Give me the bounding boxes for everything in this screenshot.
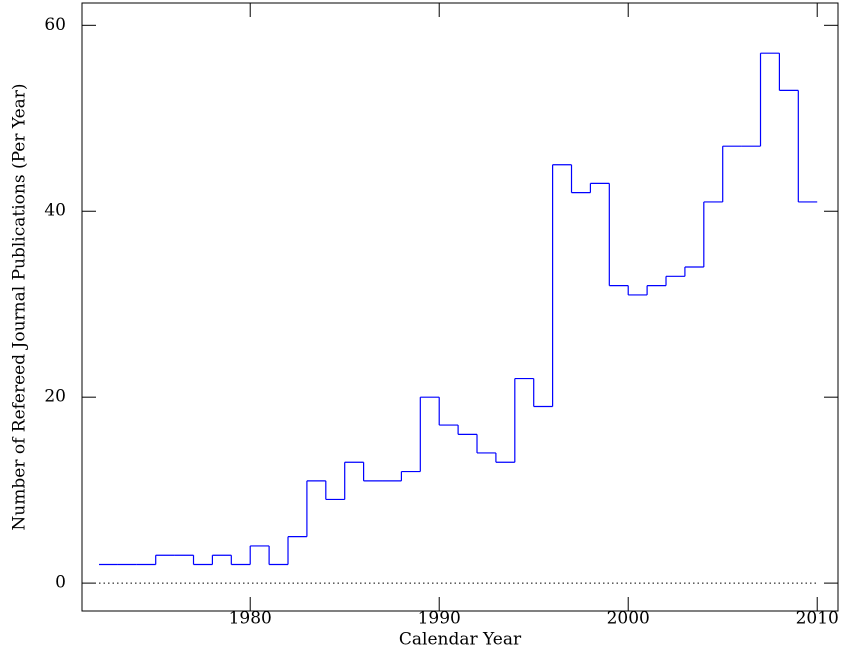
x-tick-label: 2010 [796, 609, 839, 629]
y-tick-label: 40 [44, 201, 66, 221]
y-tick-label: 0 [55, 573, 66, 593]
y-tick-label: 20 [44, 387, 66, 407]
x-tick-label: 1990 [418, 609, 461, 629]
y-axis-label: Number of Refereed Journal Publications … [10, 83, 30, 530]
y-tick-label: 60 [44, 15, 66, 35]
x-tick-label: 1980 [229, 609, 272, 629]
plot-frame [81, 2, 839, 612]
x-axis-label: Calendar Year [399, 630, 522, 650]
x-tick-label: 2000 [607, 609, 650, 629]
